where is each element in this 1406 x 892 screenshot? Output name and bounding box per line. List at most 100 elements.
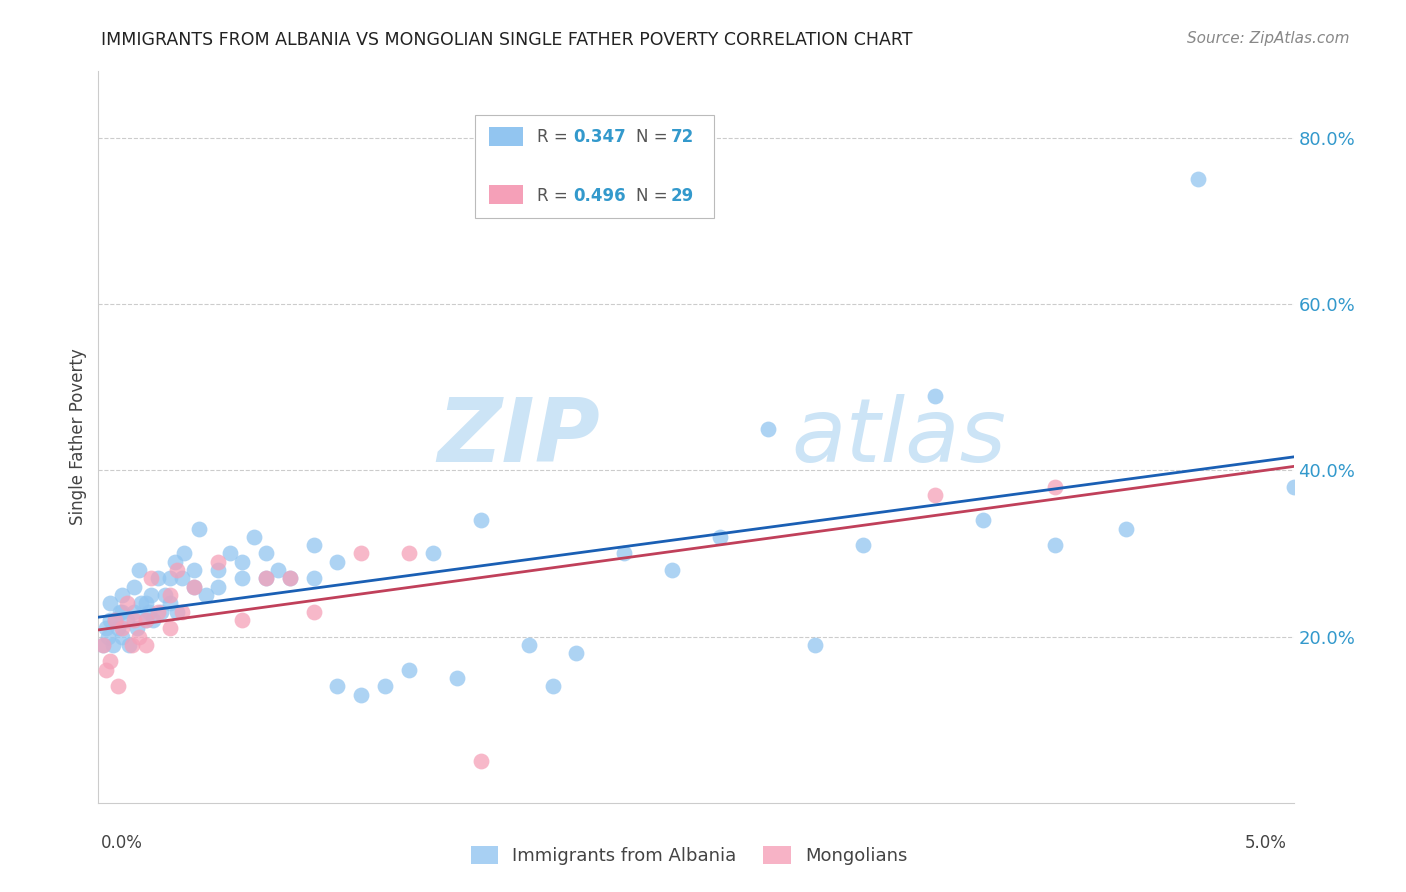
Point — [139, 588, 162, 602]
Point — [207, 555, 229, 569]
Point — [98, 613, 122, 627]
Point — [107, 621, 129, 635]
Point — [107, 680, 129, 694]
Text: 5.0%: 5.0% — [1244, 834, 1286, 852]
Point — [972, 513, 994, 527]
Point — [1187, 172, 1209, 186]
Text: R =: R = — [537, 128, 574, 146]
Point — [446, 671, 468, 685]
Point — [326, 555, 349, 569]
Point — [398, 663, 420, 677]
Point — [125, 621, 148, 635]
Point — [94, 663, 117, 677]
Point — [183, 563, 205, 577]
Text: 72: 72 — [671, 128, 695, 146]
Point — [111, 605, 134, 619]
Legend: Immigrants from Albania, Mongolians: Immigrants from Albania, Mongolians — [461, 837, 917, 874]
Point — [135, 596, 157, 610]
Point — [91, 638, 114, 652]
Point — [163, 555, 186, 569]
Point — [278, 571, 301, 585]
Point — [98, 596, 122, 610]
Point — [115, 596, 138, 610]
Point — [219, 546, 242, 560]
Point — [302, 571, 325, 585]
Point — [195, 588, 218, 602]
Point — [128, 563, 150, 577]
Text: 0.347: 0.347 — [572, 128, 626, 146]
Point — [613, 546, 636, 560]
Point — [94, 621, 117, 635]
Point — [104, 613, 127, 627]
Point — [155, 588, 177, 602]
Point — [138, 605, 160, 619]
Point — [374, 680, 396, 694]
Point — [131, 596, 153, 610]
Point — [173, 546, 195, 560]
Point — [172, 571, 194, 585]
Bar — [489, 186, 523, 204]
Point — [104, 613, 127, 627]
Point — [97, 630, 120, 644]
Point — [111, 621, 134, 635]
Point — [91, 638, 114, 652]
Point — [267, 563, 290, 577]
Point — [254, 571, 277, 585]
Point — [108, 605, 131, 619]
Text: R =: R = — [537, 186, 574, 204]
Point — [231, 555, 253, 569]
Point — [207, 580, 229, 594]
Point — [1043, 538, 1066, 552]
Point — [243, 530, 266, 544]
Point — [470, 754, 492, 768]
Text: 29: 29 — [671, 186, 695, 204]
Text: Source: ZipAtlas.com: Source: ZipAtlas.com — [1187, 31, 1350, 46]
Point — [135, 613, 157, 627]
Point — [709, 530, 731, 544]
Text: 0.0%: 0.0% — [101, 834, 143, 852]
Point — [121, 638, 143, 652]
Point — [350, 688, 373, 702]
Point — [139, 571, 162, 585]
Point — [111, 630, 134, 644]
Point — [115, 613, 138, 627]
Point — [166, 605, 188, 619]
Point — [254, 571, 277, 585]
Point — [124, 605, 146, 619]
Point — [1282, 480, 1305, 494]
Point — [166, 563, 188, 577]
Point — [254, 546, 277, 560]
Point — [111, 588, 134, 602]
Point — [517, 638, 540, 652]
Text: N =: N = — [637, 128, 673, 146]
Point — [231, 613, 253, 627]
FancyBboxPatch shape — [475, 115, 714, 218]
Point — [148, 605, 170, 619]
Point — [804, 638, 827, 652]
Point — [159, 588, 181, 602]
Point — [756, 422, 779, 436]
Point — [172, 605, 194, 619]
Point — [183, 580, 205, 594]
Point — [148, 571, 170, 585]
Point — [149, 605, 172, 619]
Point — [98, 655, 122, 669]
Point — [159, 571, 181, 585]
Point — [278, 571, 301, 585]
Point — [183, 580, 205, 594]
Point — [187, 521, 209, 535]
Point — [1115, 521, 1137, 535]
Point — [231, 571, 253, 585]
Text: ZIP: ZIP — [437, 393, 600, 481]
Point — [142, 613, 165, 627]
Point — [470, 513, 492, 527]
Text: atlas: atlas — [792, 394, 1007, 480]
Point — [101, 638, 124, 652]
Point — [852, 538, 875, 552]
Text: 0.496: 0.496 — [572, 186, 626, 204]
Point — [302, 605, 325, 619]
Point — [398, 546, 420, 560]
Point — [124, 613, 146, 627]
Point — [422, 546, 444, 560]
Text: N =: N = — [637, 186, 673, 204]
